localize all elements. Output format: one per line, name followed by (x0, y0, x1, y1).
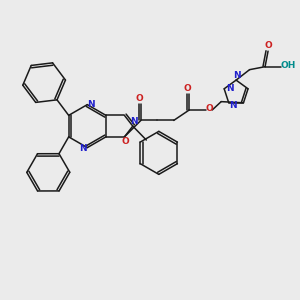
Text: N: N (233, 71, 241, 80)
Text: N: N (226, 84, 233, 93)
Text: O: O (184, 84, 192, 93)
Text: N: N (80, 144, 87, 153)
Text: O: O (136, 94, 143, 103)
Text: O: O (121, 137, 129, 146)
Text: OH: OH (280, 61, 296, 70)
Text: N: N (87, 100, 95, 109)
Text: O: O (206, 104, 214, 113)
Text: N: N (230, 101, 237, 110)
Text: O: O (264, 41, 272, 50)
Text: N: N (130, 117, 138, 126)
